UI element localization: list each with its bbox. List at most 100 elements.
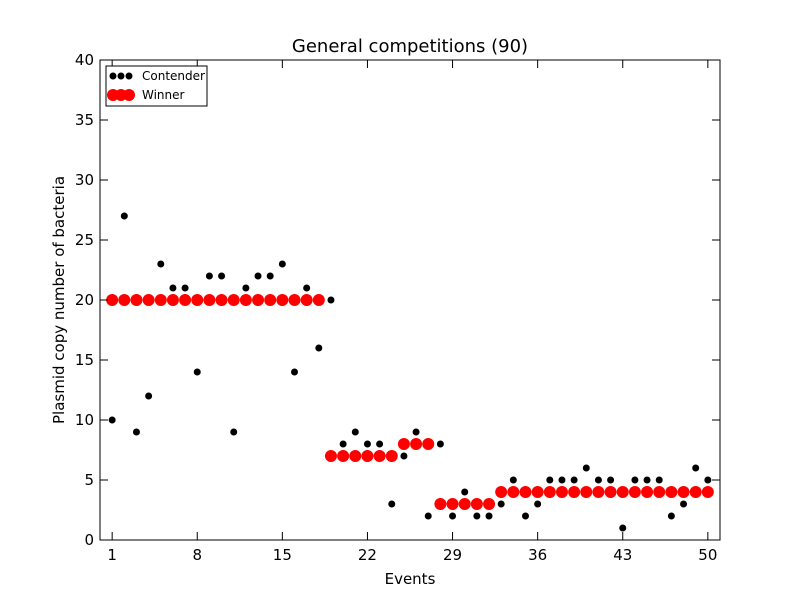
contender-point-37 [546,476,554,484]
winner-point-47 [665,486,678,498]
y-tick-label-15: 15 [75,351,94,369]
contender-point-7 [181,284,189,292]
winner-point-38 [555,486,568,498]
winner-point-48 [677,486,690,498]
x-axis-label: Events [385,570,436,588]
legend-marker-contender-3 [125,72,133,80]
contender-point-46 [655,476,663,484]
legend-marker-contender-1 [109,72,117,80]
winner-point-42 [604,486,617,498]
winner-point-45 [641,486,654,498]
winner-point-39 [568,486,581,498]
winner-point-19 [324,450,337,462]
legend-label-winner: Winner [142,88,185,102]
winner-point-32 [483,498,496,510]
chart-title: General competitions (90) [292,36,528,57]
contender-point-26 [412,428,420,436]
contender-point-38 [558,476,566,484]
y-tick-label-40: 40 [75,51,94,69]
winner-point-43 [616,486,629,498]
y-tick-label-0: 0 [84,531,94,549]
x-tick-label-29: 29 [443,546,462,564]
y-tick-label-30: 30 [75,171,94,189]
winner-point-31 [470,498,483,510]
winner-point-25 [397,438,410,450]
y-axis: 0 5 10 15 20 25 30 35 40 [75,51,720,549]
winner-point-46 [653,486,666,498]
contender-point-5 [157,260,165,268]
winner-point-3 [130,294,143,306]
contender-point-27 [424,512,432,520]
legend-marker-contender-2 [117,72,125,80]
legend-markers [107,72,135,101]
legend-marker-winner-3 [123,89,135,101]
winner-point-20 [337,450,350,462]
contender-point-36 [534,500,542,508]
x-tick-label-22: 22 [358,546,377,564]
contender-point-8 [193,368,201,376]
contender-point-14 [266,272,274,280]
contender-point-44 [631,476,639,484]
contender-point-47 [667,512,675,520]
winner-point-6 [166,294,179,306]
contender-point-18 [315,344,323,352]
winner-point-2 [118,294,131,306]
winner-point-5 [154,294,167,306]
y-axis-label: Plasmid copy number of bacteria [50,176,68,424]
contender-point-31 [473,512,481,520]
plot-area [106,212,714,532]
winner-point-49 [689,486,702,498]
x-tick-label-43: 43 [613,546,632,564]
contender-point-50 [704,476,712,484]
winner-point-37 [543,486,556,498]
contender-point-43 [619,524,627,532]
y-tick-label-35: 35 [75,111,94,129]
contender-point-20 [339,440,347,448]
winner-point-1 [106,294,119,306]
contender-point-17 [303,284,311,292]
x-tick-label-8: 8 [192,546,202,564]
contender-point-4 [145,392,153,400]
contender-point-39 [570,476,578,484]
contender-point-34 [509,476,517,484]
winner-point-50 [701,486,714,498]
contender-point-16 [291,368,299,376]
x-axis: 1 8 15 22 29 36 43 50 [107,60,717,564]
winner-point-29 [446,498,459,510]
contender-point-1 [108,416,116,424]
contender-point-35 [521,512,529,520]
contender-point-40 [582,464,590,472]
winner-point-44 [628,486,641,498]
y-tick-label-10: 10 [75,411,94,429]
contender-point-32 [485,512,493,520]
winner-point-13 [252,294,265,306]
x-tick-label-50: 50 [698,546,717,564]
winner-point-15 [276,294,289,306]
winner-point-8 [191,294,204,306]
winner-point-34 [507,486,520,498]
winner-point-18 [312,294,325,306]
winner-point-23 [373,450,386,462]
x-tick-label-36: 36 [528,546,547,564]
winner-point-33 [495,486,508,498]
contender-point-23 [376,440,384,448]
winner-point-24 [385,450,398,462]
winner-point-28 [434,498,447,510]
winner-point-17 [300,294,313,306]
winner-point-11 [227,294,240,306]
winner-point-7 [179,294,192,306]
contender-point-6 [169,284,177,292]
contender-point-49 [692,464,700,472]
y-tick-label-20: 20 [75,291,94,309]
winner-point-41 [592,486,605,498]
winner-point-4 [142,294,155,306]
contender-point-22 [363,440,371,448]
winner-point-10 [215,294,228,306]
contender-point-15 [278,260,286,268]
winner-point-35 [519,486,532,498]
winner-point-22 [361,450,374,462]
winner-point-9 [203,294,216,306]
x-tick-label-1: 1 [107,546,117,564]
contender-point-12 [242,284,250,292]
